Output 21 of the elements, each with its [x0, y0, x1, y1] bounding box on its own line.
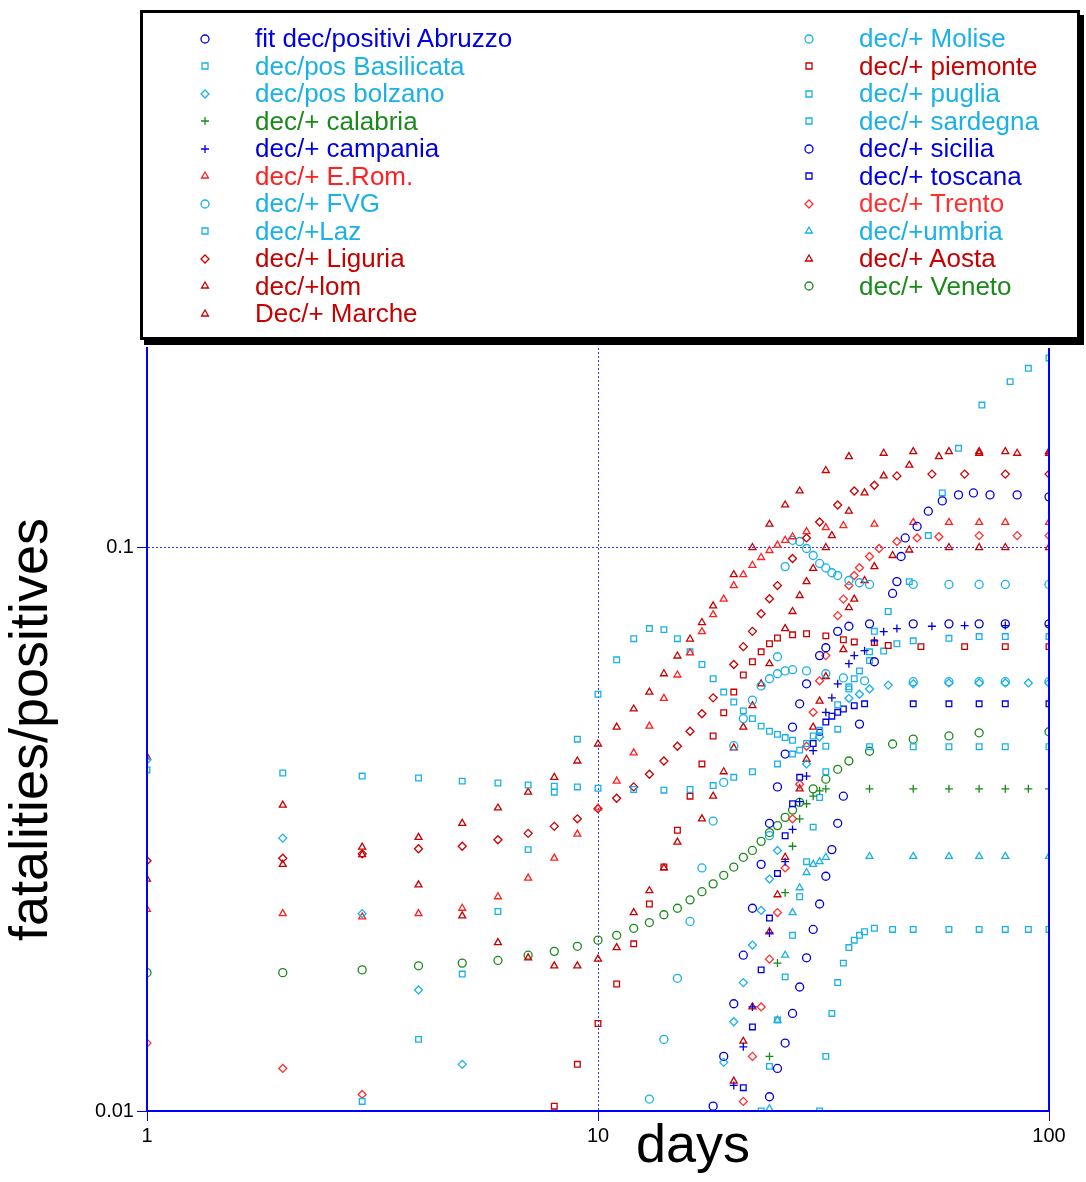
legend-label: dec/+umbria — [859, 215, 1003, 246]
x-tick-label: 10 — [586, 1123, 610, 1146]
legend-label: dec/+ piemonte — [859, 50, 1038, 81]
legend-label: dec/+ Molise — [859, 23, 1006, 53]
legend-label: dec/+ campania — [255, 133, 440, 163]
x-tick-label: 1 — [141, 1123, 153, 1146]
y-axis-title: fatalities/positives — [0, 517, 59, 942]
legend-label: Dec/+ Marche — [255, 298, 418, 328]
legend-label: fit dec/positivi Abruzzo — [255, 23, 513, 53]
legend-label: dec/+ toscana — [859, 160, 1022, 191]
x-axis-title: days — [636, 1112, 751, 1174]
legend-label: dec/+ Aosta — [859, 243, 996, 273]
x-tick-label: 100 — [1032, 1123, 1066, 1146]
y-tick-label: 0.1 — [106, 535, 134, 558]
y-tick-label: 0.01 — [95, 1098, 134, 1121]
legend-label: dec/+ FVG — [255, 188, 380, 218]
legend-label: dec/+ Veneto — [859, 270, 1012, 301]
legend-label: dec/+ sicilia — [859, 133, 995, 163]
legend-label: dec/+ Trento — [859, 188, 1005, 218]
legend-label: dec/+Laz — [255, 215, 362, 246]
legend-label: dec/+ Liguria — [255, 243, 405, 273]
